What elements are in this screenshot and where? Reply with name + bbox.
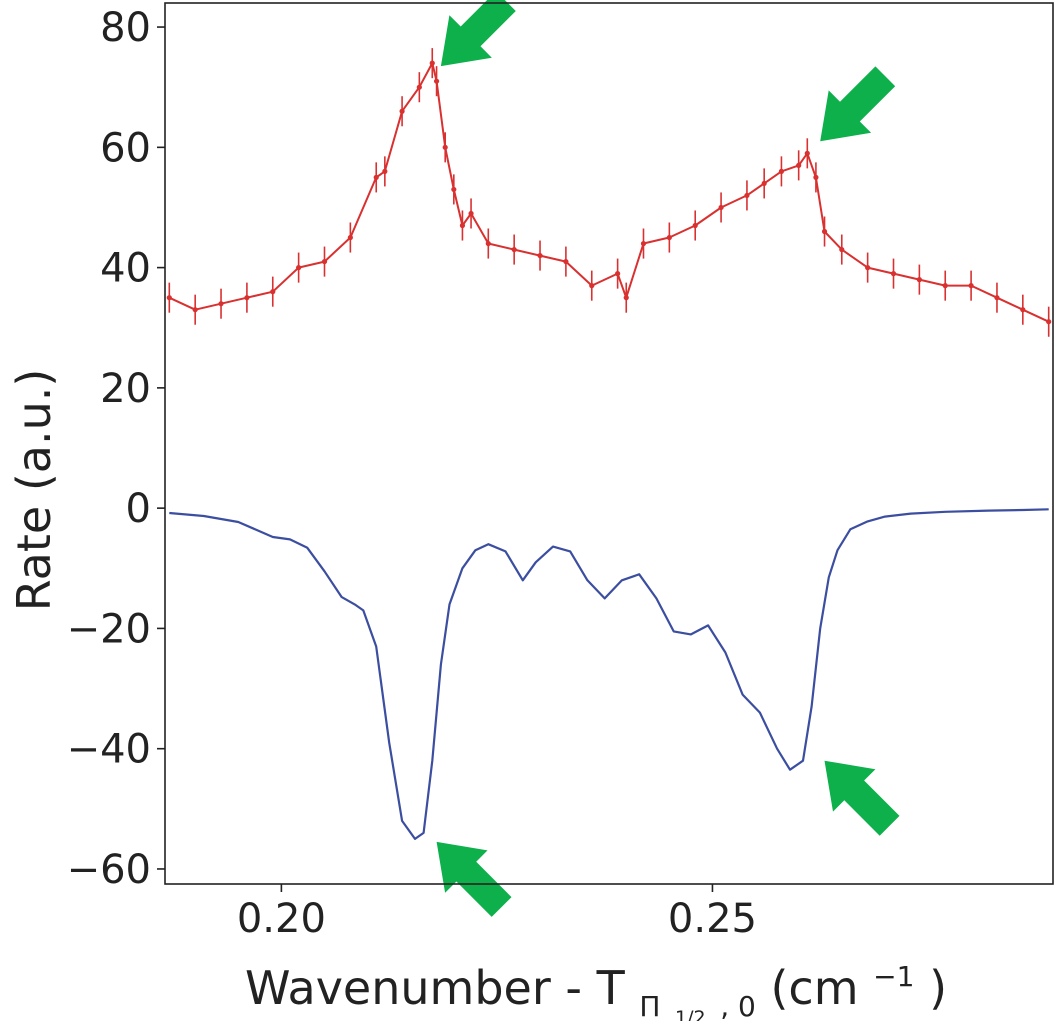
x-tick-label: 0.25	[668, 896, 757, 942]
y-tick-label: −60	[67, 847, 151, 893]
data-point	[296, 265, 302, 271]
data-point	[270, 289, 276, 295]
data-point	[692, 222, 698, 229]
data-point	[1020, 307, 1026, 313]
data-point	[968, 283, 974, 289]
x-tick-label: 0.20	[237, 896, 326, 942]
series-layer	[166, 48, 1052, 840]
data-point	[942, 283, 948, 289]
data-point	[563, 258, 569, 265]
y-tick-label: 40	[100, 246, 151, 292]
data-point	[744, 192, 750, 199]
y-tick-label: −40	[67, 727, 151, 773]
data-point	[373, 174, 379, 180]
data-point	[459, 222, 466, 229]
data-point	[451, 186, 457, 193]
data-point	[865, 265, 871, 271]
data-point	[623, 295, 629, 301]
data-point	[666, 234, 672, 241]
data-point	[442, 144, 448, 150]
peak-arrow-icon	[824, 760, 900, 836]
plot-frame	[164, 2, 1054, 885]
peak-arrow-icon	[436, 841, 512, 917]
peak-arrow-icon	[820, 66, 896, 142]
data-point	[485, 240, 491, 247]
arrow-layer	[436, 0, 900, 917]
x-axis-title-subscript: Π	[639, 990, 660, 1021]
data-point	[433, 78, 440, 84]
x-axis-title-prefix: Wavenumber - T	[245, 961, 626, 1015]
data-point	[994, 295, 1000, 301]
data-point	[416, 84, 422, 90]
data-point	[244, 295, 250, 301]
x-axis-title-unit: (cm	[770, 961, 858, 1015]
y-axis-title: Rate (a.u.)	[7, 369, 61, 612]
data-point	[347, 234, 353, 241]
data-point	[916, 277, 922, 283]
data-point	[718, 204, 724, 211]
x-axis-ticks: 0.20 0.25	[237, 884, 757, 942]
x-axis-title-subscript-fraction: 1/2	[675, 1007, 706, 1021]
data-point	[1046, 319, 1052, 325]
data-point	[399, 108, 405, 114]
data-point	[429, 60, 435, 66]
data-point	[890, 271, 897, 277]
model-line	[169, 508, 1049, 840]
x-axis-title-subscript-tail: , 0	[720, 990, 756, 1021]
data-point	[796, 162, 802, 168]
data-point	[166, 295, 172, 301]
data-point	[589, 283, 595, 289]
x-axis-title: Wavenumber - T Π 1/2 , 0 (cm −1 )	[245, 943, 947, 1021]
y-tick-label: 20	[100, 366, 151, 412]
data-point	[778, 168, 785, 174]
model-series	[169, 508, 1049, 840]
data-point	[761, 180, 767, 187]
y-tick-label: 80	[100, 5, 151, 51]
measured-series	[166, 48, 1052, 337]
data-point	[839, 246, 845, 253]
data-point	[321, 258, 328, 265]
data-point	[813, 174, 819, 180]
x-axis-title-unit-close: )	[929, 961, 947, 1015]
data-point	[821, 228, 828, 235]
x-axis-title-unit-exponent: −1	[873, 960, 914, 993]
y-tick-label: 60	[100, 125, 151, 171]
data-point	[468, 210, 474, 217]
y-tick-label: −20	[67, 606, 151, 652]
data-point	[218, 301, 224, 307]
data-point	[537, 252, 543, 259]
peak-arrow-icon	[440, 0, 516, 67]
data-point	[640, 240, 647, 247]
y-axis-ticks: 80 60 40 20 0 −20 −40 −60	[67, 5, 165, 893]
data-point	[511, 246, 517, 253]
y-tick-label: 0	[126, 486, 151, 532]
measured-line	[168, 62, 1050, 323]
data-point	[615, 271, 621, 277]
data-point	[382, 168, 388, 174]
data-point	[192, 307, 198, 313]
data-point	[804, 150, 810, 156]
